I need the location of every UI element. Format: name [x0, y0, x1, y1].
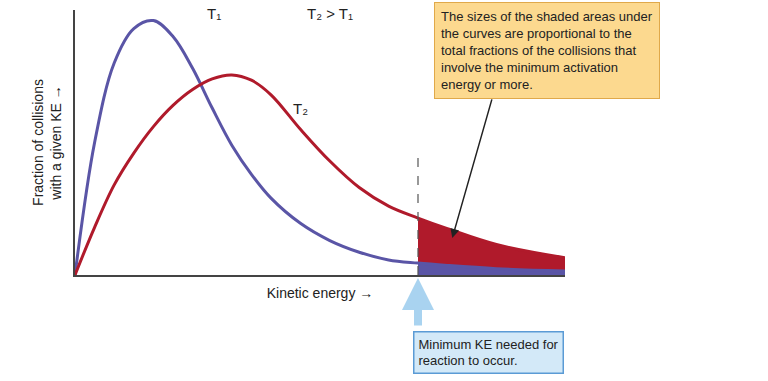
svg-text:The sizes of the shaded areas: The sizes of the shaded areas underthe c…: [441, 9, 653, 92]
svg-text:Minimum KE needed forreaction: Minimum KE needed forreaction to occur.: [419, 337, 559, 369]
svg-text:Fraction of collisionswith a g: Fraction of collisionswith a given KE →: [30, 79, 64, 206]
svg-text:Kinetic energy →: Kinetic energy →: [267, 285, 374, 301]
svg-text:T₂: T₂: [293, 100, 308, 117]
svg-text:T₁: T₁: [207, 5, 221, 22]
svg-text:T₂ > T₁: T₂ > T₁: [307, 5, 353, 22]
